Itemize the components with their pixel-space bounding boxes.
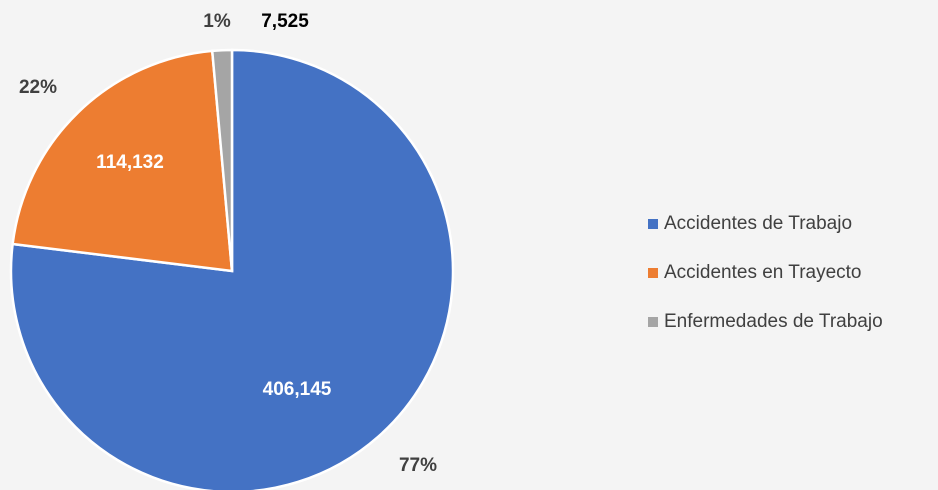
percent-label: 22%: [19, 77, 57, 98]
pie-slice: [9, 48, 455, 490]
legend-label: Accidentes de Trabajo: [664, 213, 852, 234]
percent-label: 1%: [203, 11, 231, 32]
percent-label: 77%: [399, 455, 437, 476]
value-label: 114,132: [96, 152, 164, 173]
legend-label: Enfermedades de Trabajo: [664, 311, 883, 332]
pie-slice: [11, 49, 234, 273]
legend-swatch: [648, 317, 658, 327]
legend-swatch: [648, 219, 658, 229]
value-label: 7,525: [261, 11, 309, 32]
value-label: 406,145: [263, 379, 332, 400]
legend-label: Accidentes en Trayecto: [664, 262, 862, 283]
pie-slice: [210, 48, 234, 272]
legend-swatch: [648, 268, 658, 278]
